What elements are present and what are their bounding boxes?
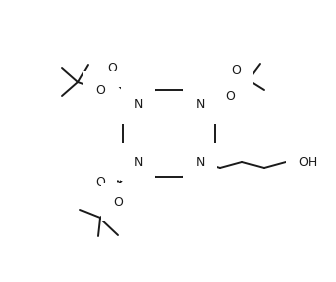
Text: N: N [195,98,205,111]
Text: O: O [95,83,105,96]
Text: O: O [95,177,105,190]
Text: N: N [133,98,143,111]
Text: O: O [231,63,241,76]
Text: O: O [113,195,123,208]
Text: OH: OH [298,155,317,169]
Text: O: O [107,61,117,74]
Text: N: N [195,155,205,169]
Text: N: N [133,155,143,169]
Text: O: O [225,91,235,103]
